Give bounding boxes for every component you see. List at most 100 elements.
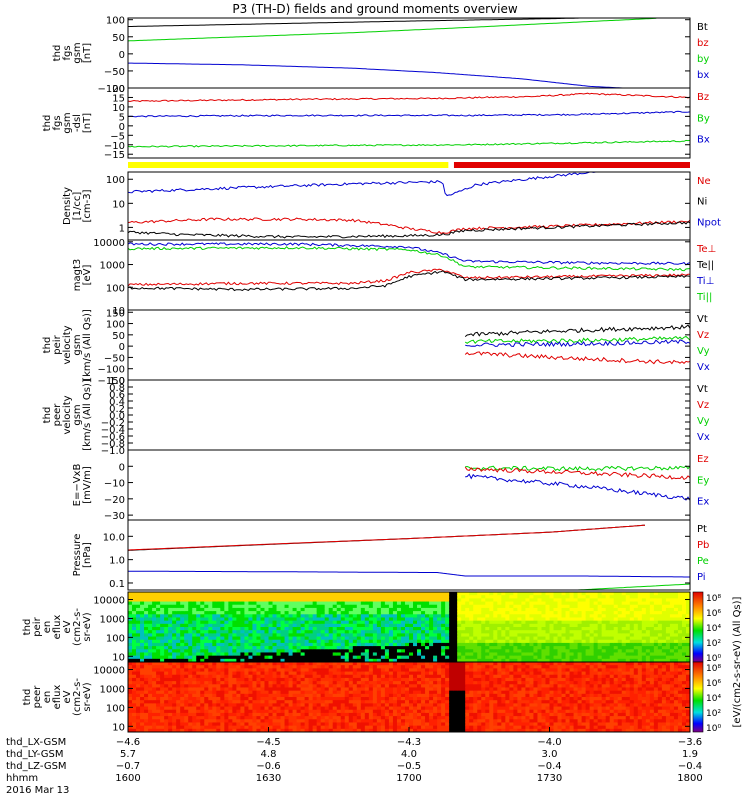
spectrogram-cell bbox=[140, 690, 145, 695]
spectrogram-cell bbox=[400, 617, 406, 622]
spectrogram-cell bbox=[417, 636, 422, 641]
spectrogram-cell bbox=[433, 604, 438, 609]
spectrogram-cell bbox=[252, 627, 257, 631]
spectrogram-cell bbox=[164, 636, 169, 641]
spectrogram-cell bbox=[421, 719, 426, 723]
spectrogram-cell bbox=[204, 665, 209, 669]
spectrogram-cell bbox=[404, 709, 410, 714]
spectrogram-cell bbox=[292, 620, 298, 625]
spectrogram-cell bbox=[216, 601, 221, 606]
spectrogram-cell bbox=[272, 636, 278, 641]
spectrogram-cell bbox=[216, 607, 221, 612]
spectrogram-cell bbox=[657, 649, 663, 653]
spectrogram-cell bbox=[292, 712, 298, 717]
spectrogram-cell bbox=[409, 703, 414, 708]
spectrogram-cell bbox=[368, 604, 374, 609]
spectrogram-cell bbox=[392, 601, 398, 606]
spectrogram-cell bbox=[312, 712, 318, 717]
spectrogram-cell bbox=[589, 617, 595, 622]
spectrogram-cell bbox=[272, 658, 278, 663]
spectrogram-cell bbox=[400, 712, 406, 717]
spectrogram-cell bbox=[296, 636, 302, 641]
spectrogram-cell bbox=[148, 703, 153, 708]
spectrogram-cell bbox=[240, 728, 245, 733]
spectrogram-cell bbox=[400, 652, 406, 657]
spectrogram-cell bbox=[601, 601, 607, 606]
spectrogram-cell bbox=[316, 617, 322, 622]
spectrogram-cell bbox=[312, 681, 318, 685]
spectrogram-cell bbox=[392, 712, 398, 717]
spectrogram-cell bbox=[677, 614, 683, 618]
spectrogram-cell bbox=[457, 623, 462, 628]
spectrogram-cell bbox=[208, 639, 213, 644]
spectrogram-cell bbox=[477, 592, 482, 596]
spectrogram-cell bbox=[380, 677, 386, 682]
spectrogram-cell bbox=[485, 607, 490, 612]
spectrogram-cell bbox=[605, 601, 611, 606]
spectrogram-cell bbox=[296, 712, 302, 717]
spectrogram-cell bbox=[597, 630, 603, 634]
spectrogram-cell bbox=[216, 693, 221, 698]
spectrogram-cell bbox=[425, 681, 430, 685]
spectrogram-cell bbox=[469, 614, 474, 618]
spectrogram-cell bbox=[284, 725, 290, 730]
spectrogram-cell bbox=[481, 630, 486, 634]
spectrogram-cell bbox=[132, 620, 137, 625]
spectrogram-cell bbox=[224, 668, 229, 673]
spectrogram-cell bbox=[312, 620, 318, 625]
spectrogram-cell bbox=[372, 722, 378, 727]
spectrogram-cell bbox=[168, 617, 173, 622]
spectrogram-cell bbox=[264, 620, 269, 625]
spectrogram-cell bbox=[276, 712, 282, 717]
spectrogram-cell bbox=[469, 658, 474, 663]
spectrogram-cell bbox=[188, 604, 193, 609]
spectrogram-cell bbox=[264, 709, 269, 714]
spectrogram-cell bbox=[641, 620, 647, 625]
spectrogram-cell bbox=[360, 690, 366, 695]
spectrogram-cell bbox=[453, 642, 458, 647]
spectrogram-cell bbox=[176, 690, 181, 695]
spectrogram-cell bbox=[437, 604, 442, 609]
spectrogram-cell bbox=[569, 655, 575, 660]
spectrogram-cell bbox=[404, 607, 410, 612]
spectrogram-cell bbox=[493, 614, 498, 618]
spectrogram-cell bbox=[324, 671, 330, 676]
spectrogram-cell bbox=[268, 725, 274, 730]
spectrogram-cell bbox=[336, 662, 342, 666]
spectrogram-cell bbox=[537, 627, 542, 631]
spectrogram-cell bbox=[637, 611, 643, 615]
spectrogram-cell bbox=[320, 652, 326, 657]
spectrogram-cell bbox=[388, 674, 394, 679]
spectrogram-cell bbox=[136, 601, 141, 606]
spectrogram-cell bbox=[132, 728, 137, 733]
spectrogram-cell bbox=[172, 709, 177, 714]
spectrogram-cell bbox=[433, 595, 438, 599]
spectrogram-cell bbox=[316, 623, 322, 628]
spectrogram-cell bbox=[621, 627, 627, 631]
spectrogram-cell bbox=[132, 693, 137, 698]
spectrogram-cell bbox=[372, 662, 378, 666]
spectrogram-cell bbox=[653, 649, 659, 653]
spectrogram-cell bbox=[344, 687, 350, 692]
spectrogram-cell bbox=[392, 693, 398, 698]
spectrogram-cell bbox=[493, 649, 498, 653]
spectrogram-cell bbox=[661, 617, 667, 622]
spectrogram-cell bbox=[204, 668, 209, 673]
spectrogram-cell bbox=[469, 592, 474, 596]
spectrogram-cell bbox=[621, 655, 627, 660]
spectrogram-cell bbox=[132, 614, 137, 618]
spectrogram-cell bbox=[252, 668, 257, 673]
spectrogram-cell bbox=[481, 642, 486, 647]
spectrogram-cell bbox=[376, 636, 382, 641]
spectrogram-cell bbox=[188, 712, 193, 717]
spectrogram-cell bbox=[417, 709, 422, 714]
spectrogram-cell bbox=[372, 607, 378, 612]
y-tick-label: −0.8 bbox=[101, 439, 125, 450]
spectrogram-cell bbox=[216, 627, 221, 631]
spectrogram-cell bbox=[565, 646, 571, 650]
spectrogram-cell bbox=[304, 595, 310, 599]
spectrogram-cell bbox=[180, 623, 185, 628]
spectrogram-cell bbox=[649, 630, 655, 634]
spectrogram-cell bbox=[645, 646, 651, 650]
